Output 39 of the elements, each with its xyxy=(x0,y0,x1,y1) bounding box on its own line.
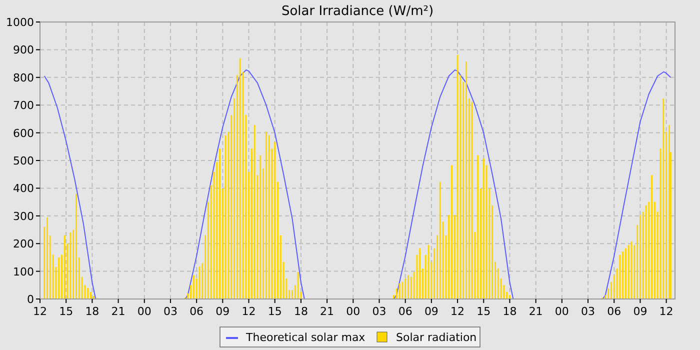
y-tick-label: 600 xyxy=(13,126,34,140)
x-tick-label: 18 xyxy=(85,305,100,318)
x-tick-label: 12 xyxy=(659,305,674,318)
x-tick-label: 21 xyxy=(528,305,543,318)
x-tick-label: 09 xyxy=(633,305,648,318)
x-tick-label: 12 xyxy=(33,305,47,318)
legend-label: Solar radiation xyxy=(396,331,477,344)
x-tick-label: 15 xyxy=(268,305,282,318)
x-tick-label: 12 xyxy=(450,305,465,318)
y-tick-label: 100 xyxy=(13,265,34,278)
y-tick-label: 800 xyxy=(13,71,34,84)
legend-label: Theoretical solar max xyxy=(245,331,366,344)
y-tick-label: 700 xyxy=(13,99,34,112)
y-tick-label: 1000 xyxy=(6,16,34,29)
x-tick-label: 06 xyxy=(607,305,622,318)
y-tick-label: 400 xyxy=(13,182,34,196)
x-tick-label: 15 xyxy=(59,305,74,318)
x-tick-label: 03 xyxy=(372,305,386,318)
x-tick-label: 09 xyxy=(424,305,438,318)
x-tick-label: 00 xyxy=(554,305,569,318)
x-tick-label: 18 xyxy=(502,305,517,318)
chart-title: Solar Irradiance (W/m²) xyxy=(281,4,434,19)
y-tick-label: 200 xyxy=(13,238,34,251)
x-tick-label: 09 xyxy=(216,305,230,318)
x-tick-label: 00 xyxy=(346,305,360,318)
y-tick-label: 0 xyxy=(27,293,34,306)
x-tick-label: 15 xyxy=(476,305,491,318)
x-tick-label: 21 xyxy=(111,305,126,318)
x-tick-label: 03 xyxy=(163,305,178,318)
x-tick-label: 12 xyxy=(242,305,256,318)
y-tick-label: 300 xyxy=(13,210,34,223)
y-tick-label: 900 xyxy=(13,44,34,57)
x-tick-label: 06 xyxy=(190,305,204,318)
x-tick-label: 06 xyxy=(398,305,412,318)
x-tick-label: 00 xyxy=(137,305,152,318)
y-tick-label: 500 xyxy=(13,154,34,168)
x-tick-label: 21 xyxy=(320,305,334,318)
x-tick-label: 03 xyxy=(581,305,596,318)
x-tick-label: 18 xyxy=(294,305,308,318)
